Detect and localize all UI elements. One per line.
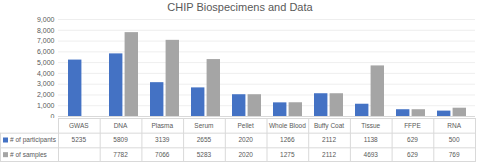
svg-text:629: 629 [407,136,418,143]
svg-text:2655: 2655 [197,136,212,143]
svg-text:500: 500 [449,136,460,143]
svg-text:5809: 5809 [113,136,128,143]
svg-text:2,000: 2,000 [37,91,55,98]
svg-text:2020: 2020 [238,151,253,158]
svg-text:Pellet: Pellet [238,122,254,129]
svg-text:4693: 4693 [364,151,379,158]
svg-text:1,000: 1,000 [37,102,55,109]
svg-text:2112: 2112 [322,151,336,158]
svg-text:Whole Blood: Whole Blood [269,122,306,129]
svg-text:769: 769 [449,151,460,158]
svg-text:3139: 3139 [155,136,170,143]
svg-text:# of participants: # of participants [10,136,57,144]
svg-text:629: 629 [407,151,418,158]
svg-text:5283: 5283 [197,151,212,158]
svg-text:2112: 2112 [322,136,336,143]
svg-text:5,000: 5,000 [37,59,55,66]
svg-text:7,000: 7,000 [37,37,55,44]
svg-text:Plasma: Plasma [151,122,173,129]
svg-text:0: 0 [51,113,55,118]
svg-text:1138: 1138 [364,136,378,143]
svg-text:Tissue: Tissue [361,122,380,129]
svg-text:DNA: DNA [114,122,128,129]
svg-text:RNA: RNA [447,122,461,129]
svg-text:Serum: Serum [194,122,213,129]
svg-text:2020: 2020 [238,136,253,143]
svg-text:4,000: 4,000 [37,70,55,77]
svg-text:Buffy Coat: Buffy Coat [314,122,344,130]
svg-text:5235: 5235 [72,136,87,143]
svg-text:FFPE: FFPE [404,122,421,129]
html-text:CHIP Biospecimens and Data: CHIP Biospecimens and Data [167,1,313,13]
svg-text:1266: 1266 [280,136,295,143]
svg-text:# of samples: # of samples [10,151,48,159]
svg-text:7066: 7066 [155,151,170,158]
svg-text:8,000: 8,000 [37,27,55,34]
svg-text:3,000: 3,000 [37,80,55,87]
svg-text:9,000: 9,000 [37,16,55,23]
svg-text:6,000: 6,000 [37,48,55,55]
svg-text:7782: 7782 [113,151,128,158]
svg-text:1275: 1275 [280,151,295,158]
svg-text:GWAS: GWAS [69,122,89,129]
